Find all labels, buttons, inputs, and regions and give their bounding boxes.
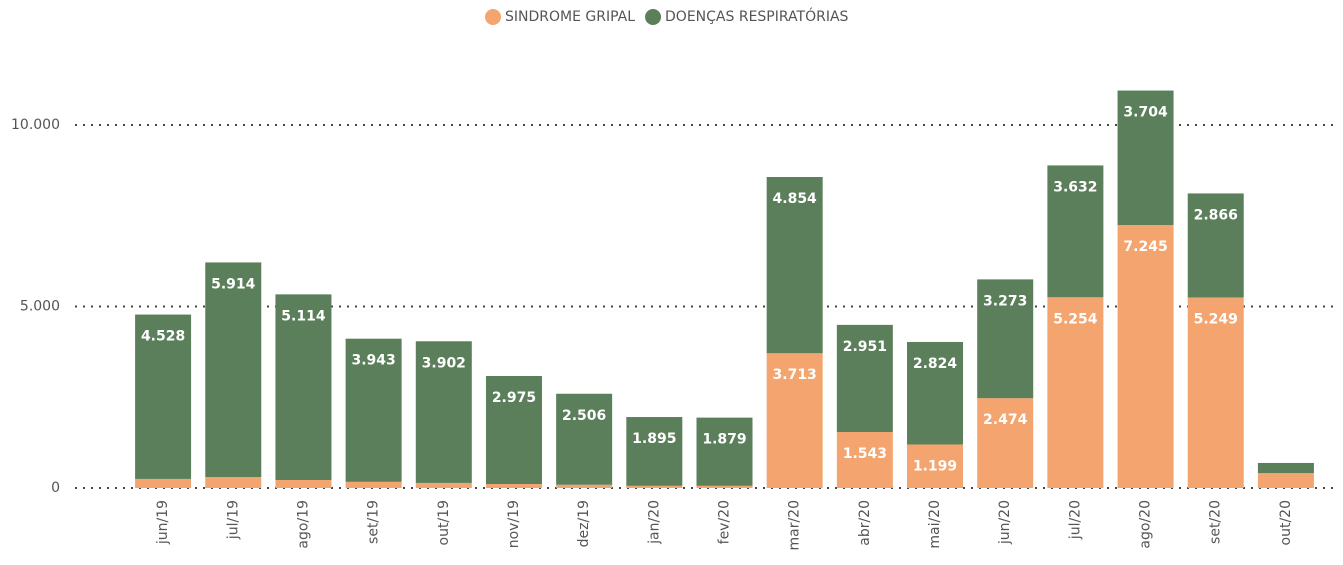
x-tick-label: dez/19 bbox=[576, 500, 592, 547]
bar-segment bbox=[1047, 297, 1104, 488]
data-label: 1.895 bbox=[632, 431, 676, 447]
bar-segment bbox=[415, 341, 472, 483]
bar-segment bbox=[766, 353, 823, 488]
bar-segment bbox=[977, 279, 1034, 399]
legend-marker bbox=[485, 9, 501, 25]
bar-segment bbox=[205, 262, 262, 478]
bar-segment bbox=[1257, 473, 1314, 488]
data-label: 2.506 bbox=[562, 408, 606, 424]
data-label: 2.824 bbox=[913, 356, 958, 372]
bar-segment bbox=[275, 480, 332, 488]
bar-segment bbox=[836, 324, 893, 432]
x-tick-label: jun/19 bbox=[155, 500, 171, 545]
data-label: 5.914 bbox=[211, 276, 256, 292]
bar-segment bbox=[345, 338, 402, 482]
data-label: 3.273 bbox=[983, 293, 1027, 309]
y-tick-label: 5.000 bbox=[20, 299, 60, 315]
x-tick-label: out/19 bbox=[436, 500, 452, 545]
data-label: 5.249 bbox=[1194, 311, 1238, 327]
data-label: 5.114 bbox=[281, 308, 326, 324]
bar-segment bbox=[205, 477, 262, 488]
bar-segment bbox=[275, 294, 332, 481]
legend-label: DOENÇAS RESPIRATÓRIAS bbox=[665, 7, 848, 25]
bar-segment bbox=[907, 341, 964, 445]
bar-segment bbox=[626, 417, 683, 486]
data-label: 3.943 bbox=[351, 353, 395, 369]
bar-segment bbox=[907, 444, 964, 488]
bar-segment bbox=[1257, 462, 1314, 474]
bar-segment bbox=[696, 417, 753, 486]
x-tick-label: jul/19 bbox=[225, 500, 241, 540]
x-tick-label: out/20 bbox=[1278, 500, 1294, 545]
x-tick-label: set/19 bbox=[366, 500, 382, 544]
bar-segment bbox=[556, 393, 613, 485]
x-tick-label: mai/20 bbox=[927, 500, 943, 549]
bar-segment bbox=[135, 314, 192, 479]
bar-segment bbox=[766, 177, 823, 354]
x-tick-label: mar/20 bbox=[787, 500, 803, 551]
bar-segment bbox=[135, 478, 192, 488]
legend-label: SINDROME GRIPAL bbox=[505, 9, 635, 25]
bar-segment bbox=[977, 398, 1034, 488]
x-tick-label: jan/20 bbox=[646, 500, 662, 545]
x-tick-label: nov/19 bbox=[506, 500, 522, 548]
data-label: 2.866 bbox=[1194, 207, 1238, 223]
x-tick-label: fev/20 bbox=[717, 500, 733, 544]
data-label: 1.543 bbox=[843, 446, 887, 462]
bar-segment bbox=[415, 482, 472, 488]
data-label: 4.528 bbox=[141, 329, 185, 345]
data-label: 2.474 bbox=[983, 412, 1028, 428]
bar-segment bbox=[696, 485, 753, 488]
x-tick-label: jul/20 bbox=[1067, 500, 1083, 540]
legend-marker bbox=[645, 9, 662, 25]
bar-segment bbox=[626, 485, 683, 488]
bar-segment bbox=[345, 481, 402, 488]
bar-segment bbox=[485, 484, 542, 488]
bar-segment bbox=[485, 376, 542, 485]
data-label: 3.704 bbox=[1123, 105, 1168, 121]
bar-segment bbox=[1187, 297, 1244, 488]
bar-segment bbox=[1117, 225, 1174, 488]
bar-segment bbox=[1117, 90, 1174, 226]
x-tick-label: set/20 bbox=[1208, 500, 1224, 544]
data-label: 1.199 bbox=[913, 458, 957, 474]
bar-segment bbox=[1187, 193, 1244, 298]
data-label: 2.951 bbox=[843, 339, 887, 355]
data-label: 5.254 bbox=[1053, 311, 1098, 327]
data-label: 1.879 bbox=[702, 432, 746, 448]
bar-segment bbox=[836, 431, 893, 488]
data-label: 7.245 bbox=[1123, 239, 1167, 255]
x-tick-label: ago/20 bbox=[1138, 500, 1154, 549]
bar-segment bbox=[556, 484, 613, 488]
x-tick-label: jun/20 bbox=[997, 500, 1013, 545]
y-tick-label: 0 bbox=[51, 480, 60, 496]
data-label: 3.713 bbox=[773, 367, 817, 383]
y-tick-label: 10.000 bbox=[11, 117, 60, 133]
data-label: 2.975 bbox=[492, 390, 536, 406]
x-tick-label: ago/19 bbox=[295, 500, 311, 549]
data-label: 3.902 bbox=[422, 355, 466, 371]
data-label: 3.632 bbox=[1053, 179, 1097, 195]
bar-segment bbox=[1047, 165, 1104, 298]
data-label: 4.854 bbox=[773, 191, 818, 207]
x-tick-label: abr/20 bbox=[857, 500, 873, 546]
